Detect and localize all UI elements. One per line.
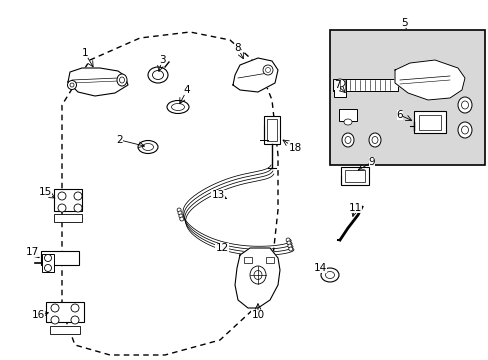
- Ellipse shape: [457, 122, 471, 138]
- Ellipse shape: [180, 217, 183, 221]
- Bar: [54, 214, 82, 222]
- Bar: [418, 114, 440, 130]
- Ellipse shape: [371, 136, 377, 144]
- Bar: [340, 167, 368, 185]
- Ellipse shape: [71, 316, 79, 324]
- Bar: [244, 257, 251, 263]
- Text: 9: 9: [368, 157, 375, 167]
- Ellipse shape: [285, 238, 289, 242]
- Bar: [54, 189, 82, 211]
- Ellipse shape: [263, 65, 272, 75]
- Ellipse shape: [287, 244, 291, 248]
- Text: 4: 4: [183, 85, 190, 95]
- Ellipse shape: [345, 136, 350, 144]
- Ellipse shape: [457, 97, 471, 113]
- Text: 16: 16: [31, 310, 44, 320]
- Ellipse shape: [51, 316, 59, 324]
- Ellipse shape: [67, 81, 76, 90]
- Ellipse shape: [265, 68, 270, 72]
- Text: 2: 2: [117, 135, 123, 145]
- Ellipse shape: [142, 144, 153, 150]
- Ellipse shape: [44, 255, 51, 261]
- Polygon shape: [235, 248, 280, 308]
- Ellipse shape: [71, 304, 79, 312]
- Ellipse shape: [152, 71, 163, 80]
- Text: 7: 7: [333, 80, 340, 90]
- Ellipse shape: [249, 266, 265, 284]
- Text: 12: 12: [215, 243, 228, 253]
- Ellipse shape: [179, 214, 183, 218]
- Ellipse shape: [368, 133, 380, 147]
- Ellipse shape: [51, 304, 59, 312]
- Text: 11: 11: [347, 203, 361, 213]
- Ellipse shape: [44, 265, 51, 271]
- Text: 3: 3: [159, 55, 165, 65]
- Bar: [264, 116, 280, 144]
- Text: 15: 15: [38, 187, 52, 197]
- Text: 13: 13: [211, 190, 224, 200]
- Ellipse shape: [288, 247, 292, 251]
- Text: 17: 17: [25, 247, 39, 257]
- Bar: [42, 254, 54, 272]
- Bar: [41, 251, 79, 265]
- Bar: [332, 79, 397, 91]
- Ellipse shape: [171, 104, 184, 111]
- Polygon shape: [394, 60, 464, 100]
- Ellipse shape: [334, 79, 345, 87]
- Bar: [329, 30, 484, 165]
- Bar: [266, 119, 276, 141]
- Ellipse shape: [286, 241, 290, 245]
- Text: 18: 18: [288, 143, 301, 153]
- Bar: [338, 109, 356, 121]
- Bar: [50, 326, 80, 334]
- Text: 8: 8: [234, 43, 241, 53]
- Ellipse shape: [167, 100, 189, 113]
- Ellipse shape: [341, 133, 353, 147]
- Bar: [413, 111, 445, 133]
- Ellipse shape: [320, 268, 338, 282]
- Ellipse shape: [58, 192, 66, 200]
- Text: 10: 10: [251, 310, 264, 320]
- Ellipse shape: [461, 101, 468, 109]
- Text: 6: 6: [396, 110, 403, 120]
- Ellipse shape: [325, 271, 334, 279]
- Bar: [265, 257, 273, 263]
- Bar: [46, 302, 84, 322]
- Ellipse shape: [138, 140, 158, 153]
- Ellipse shape: [70, 83, 74, 87]
- Ellipse shape: [253, 270, 262, 279]
- Ellipse shape: [74, 192, 82, 200]
- Polygon shape: [68, 68, 128, 96]
- Ellipse shape: [178, 211, 182, 215]
- Text: 14: 14: [313, 263, 326, 273]
- Ellipse shape: [177, 208, 181, 212]
- Ellipse shape: [119, 77, 124, 83]
- Text: 5: 5: [401, 18, 407, 28]
- Ellipse shape: [148, 67, 168, 83]
- Ellipse shape: [74, 204, 82, 212]
- Ellipse shape: [343, 119, 351, 125]
- Text: 1: 1: [81, 48, 88, 58]
- Ellipse shape: [461, 126, 468, 134]
- Polygon shape: [232, 58, 278, 92]
- Ellipse shape: [117, 74, 127, 86]
- Ellipse shape: [58, 204, 66, 212]
- Bar: [345, 170, 364, 182]
- Bar: [333, 79, 346, 97]
